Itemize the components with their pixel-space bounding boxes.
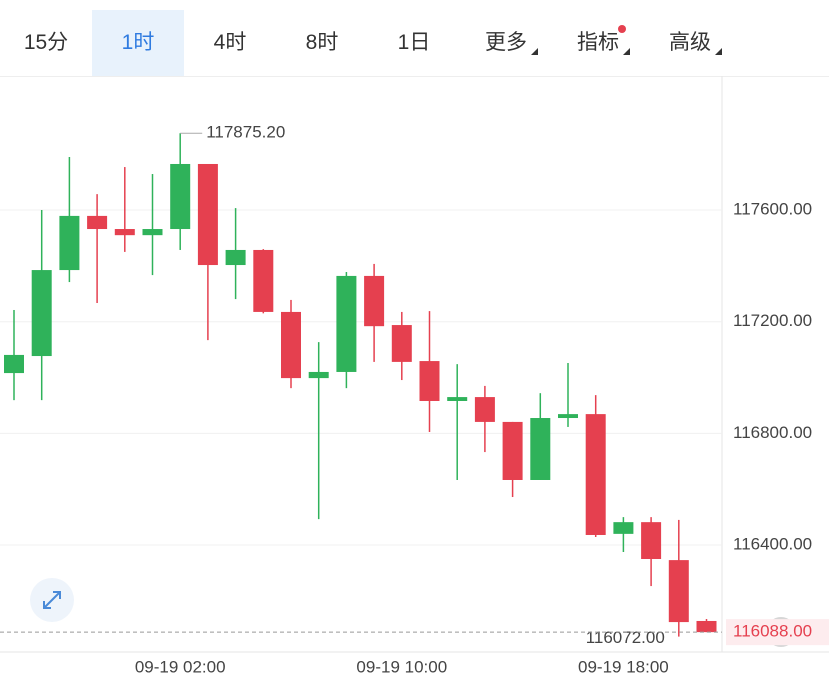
tab[interactable]: 指标 xyxy=(552,10,644,76)
expand-button[interactable] xyxy=(30,578,74,622)
candle-body xyxy=(613,522,634,534)
candle-body xyxy=(114,229,135,236)
candle-body xyxy=(31,270,52,357)
candle-body xyxy=(59,215,80,271)
toolbar: 15分 1时 4时 8时 1日 更多 指标 高级 xyxy=(0,10,829,77)
last-price-box xyxy=(726,619,829,646)
y-tick-label: 117600.00 xyxy=(733,200,812,219)
candle-body xyxy=(530,418,551,480)
y-tick-label: 116800.00 xyxy=(733,423,812,442)
tab[interactable]: 4时 xyxy=(213,31,247,54)
candle-body xyxy=(447,397,468,401)
candle-body xyxy=(225,249,246,266)
candle-body xyxy=(4,354,24,374)
candle-body xyxy=(364,275,385,327)
tab[interactable]: 8时 xyxy=(305,31,339,54)
x-tick-label: 09-19 10:00 xyxy=(356,657,447,676)
dropdown-arrow xyxy=(531,48,538,55)
candle-body xyxy=(197,163,218,266)
candle-body xyxy=(585,414,606,535)
candle-body xyxy=(668,560,689,623)
candle-body xyxy=(253,249,274,312)
x-tick-label: 09-19 02:00 xyxy=(135,657,226,676)
candle-body xyxy=(558,414,578,419)
x-tick-label: 09-19 18:00 xyxy=(578,657,669,676)
candle-body xyxy=(87,215,108,230)
candle-body xyxy=(142,229,163,236)
dropdown-arrow xyxy=(623,48,630,55)
tab[interactable]: 15分 xyxy=(23,31,69,54)
tab[interactable]: 更多 xyxy=(460,10,552,76)
tab[interactable]: 高级 xyxy=(644,10,736,76)
min-label: 116072.00 xyxy=(586,628,665,647)
candle-body xyxy=(281,311,301,379)
max-label: 117875.20 xyxy=(206,123,285,142)
y-tick-label: 117200.00 xyxy=(733,311,812,330)
dropdown-arrow xyxy=(715,48,722,55)
candle-body xyxy=(474,397,495,422)
candle-body xyxy=(391,325,412,362)
tab[interactable]: 1时 xyxy=(92,10,184,76)
tab[interactable]: 1日 xyxy=(397,31,431,54)
candle-body xyxy=(308,371,329,379)
candle-body xyxy=(336,275,357,372)
candle-body xyxy=(696,620,717,633)
candle-body xyxy=(419,361,440,401)
candle-body xyxy=(502,421,523,480)
last-price-label: 116088.00 xyxy=(733,622,812,641)
chart: 116400.00 116800.00 117200.00 117600.00 09-1… xyxy=(0,76,829,676)
candle-body xyxy=(641,522,662,559)
candle-body xyxy=(170,163,191,230)
badge-dot xyxy=(618,25,626,33)
y-tick-label: 116400.00 xyxy=(733,535,812,554)
